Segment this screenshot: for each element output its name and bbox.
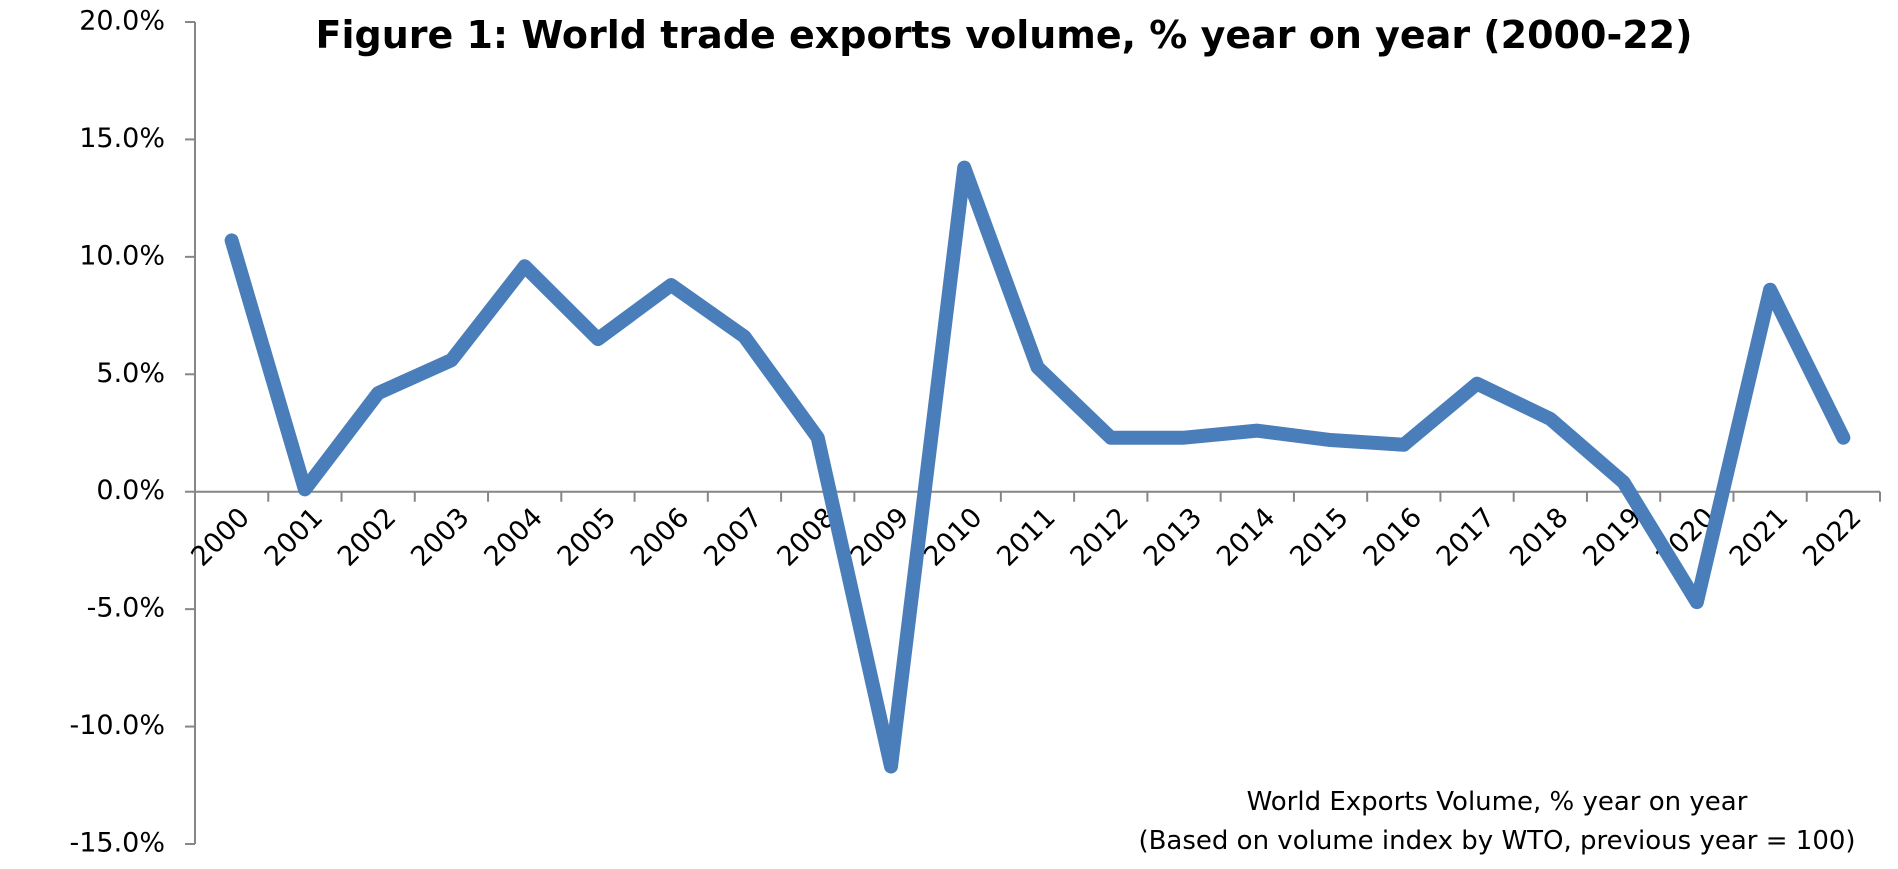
y-tick-label: 0.0% (96, 475, 165, 506)
x-tick-label: 2018 (1504, 502, 1575, 573)
y-tick-label: 5.0% (96, 358, 165, 389)
x-tick-label: 2014 (1211, 502, 1282, 573)
x-tick-label: 2009 (845, 502, 916, 573)
x-tick-label: 2005 (552, 502, 623, 573)
chart-title: Figure 1: World trade exports volume, % … (315, 13, 1693, 57)
y-tick-label: 10.0% (79, 240, 165, 271)
x-tick-label: 2004 (478, 502, 549, 573)
series-label: World Exports Volume, % year on year (1247, 787, 1748, 817)
x-tick-label: 2011 (991, 502, 1062, 573)
x-tick-label: 2015 (1284, 502, 1355, 573)
x-tick-label: 2016 (1358, 502, 1429, 573)
note: (Based on volume index by WTO, previous … (1138, 826, 1855, 856)
y-tick-label: -15.0% (69, 828, 165, 859)
x-tick-label: 2006 (625, 502, 696, 573)
x-tick-label: 2012 (1065, 502, 1136, 573)
y-tick-label: -10.0% (69, 710, 165, 741)
x-tick-label: 2002 (332, 502, 403, 573)
x-tick-label: 2001 (259, 502, 330, 573)
y-tick-label: -5.0% (87, 593, 165, 624)
y-tick-label: 20.0% (79, 6, 165, 37)
x-tick-label: 2021 (1724, 502, 1795, 573)
x-tick-label: 2013 (1138, 502, 1209, 573)
data-line (224, 160, 1851, 774)
y-tick-label: 15.0% (79, 123, 165, 154)
x-tick-label: 2003 (405, 502, 476, 573)
x-tick-label: 2017 (1431, 502, 1502, 573)
x-tick-label: 2022 (1797, 502, 1868, 573)
x-tick-label: 2007 (698, 502, 769, 573)
